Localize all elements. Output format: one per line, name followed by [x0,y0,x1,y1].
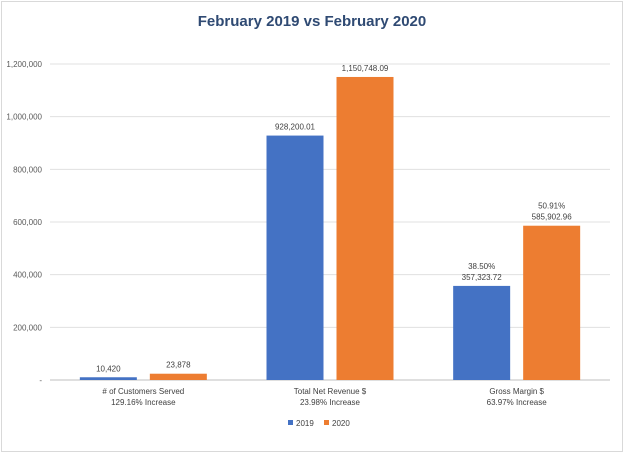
bar-2019 [79,377,137,380]
category-label: # of Customers Served [102,387,184,396]
y-tick-label: 200,000 [13,323,42,332]
legend-label: 2020 [332,419,350,428]
data-label: 1,150,748.09 [342,64,389,73]
gridlines [50,63,610,381]
data-label: 38.50% [468,262,495,271]
y-tick-label: 1,200,000 [6,60,42,69]
bars [79,76,581,381]
bar-2020 [149,373,207,380]
category-label: 63.97% Increase [487,398,548,407]
data-label: 23,878 [166,361,191,370]
y-tick-label: 800,000 [13,165,42,174]
chart-title: February 2019 vs February 2020 [198,13,426,30]
data-label: 357,323.72 [462,273,503,282]
data-labels: 10,420 23,878 928,200.01 1,150,748.09 38.50%… [96,64,572,373]
y-tick-label: - [39,376,42,385]
data-label: 50.91% [538,202,565,211]
data-label: 10,420 [96,364,121,373]
legend-swatch-2020 [324,420,329,425]
y-tick-label: 600,000 [13,218,42,227]
category-label: Gross Margin $ [489,387,544,396]
data-label: 585,902.96 [532,213,573,222]
bar-2020 [523,225,581,380]
legend: 2019 2020 [288,419,350,428]
category-label: Total Net Revenue $ [294,387,367,396]
legend-swatch-2019 [288,420,293,425]
bar-2020 [336,76,394,381]
category-label: 129.16% Increase [111,398,176,407]
y-axis: - 200,000 400,000 600,000 800,000 1,000,000 1,… [6,60,42,385]
y-tick-label: 1,000,000 [6,113,42,122]
legend-label: 2019 [296,419,314,428]
data-label: 928,200.01 [275,123,316,132]
bar-2019 [266,135,324,380]
y-tick-label: 400,000 [13,271,42,280]
bar-2019 [453,285,511,380]
category-label: 23.98% Increase [300,398,361,407]
x-axis: # of Customers Served 129.16% Increase Tot… [102,387,547,407]
